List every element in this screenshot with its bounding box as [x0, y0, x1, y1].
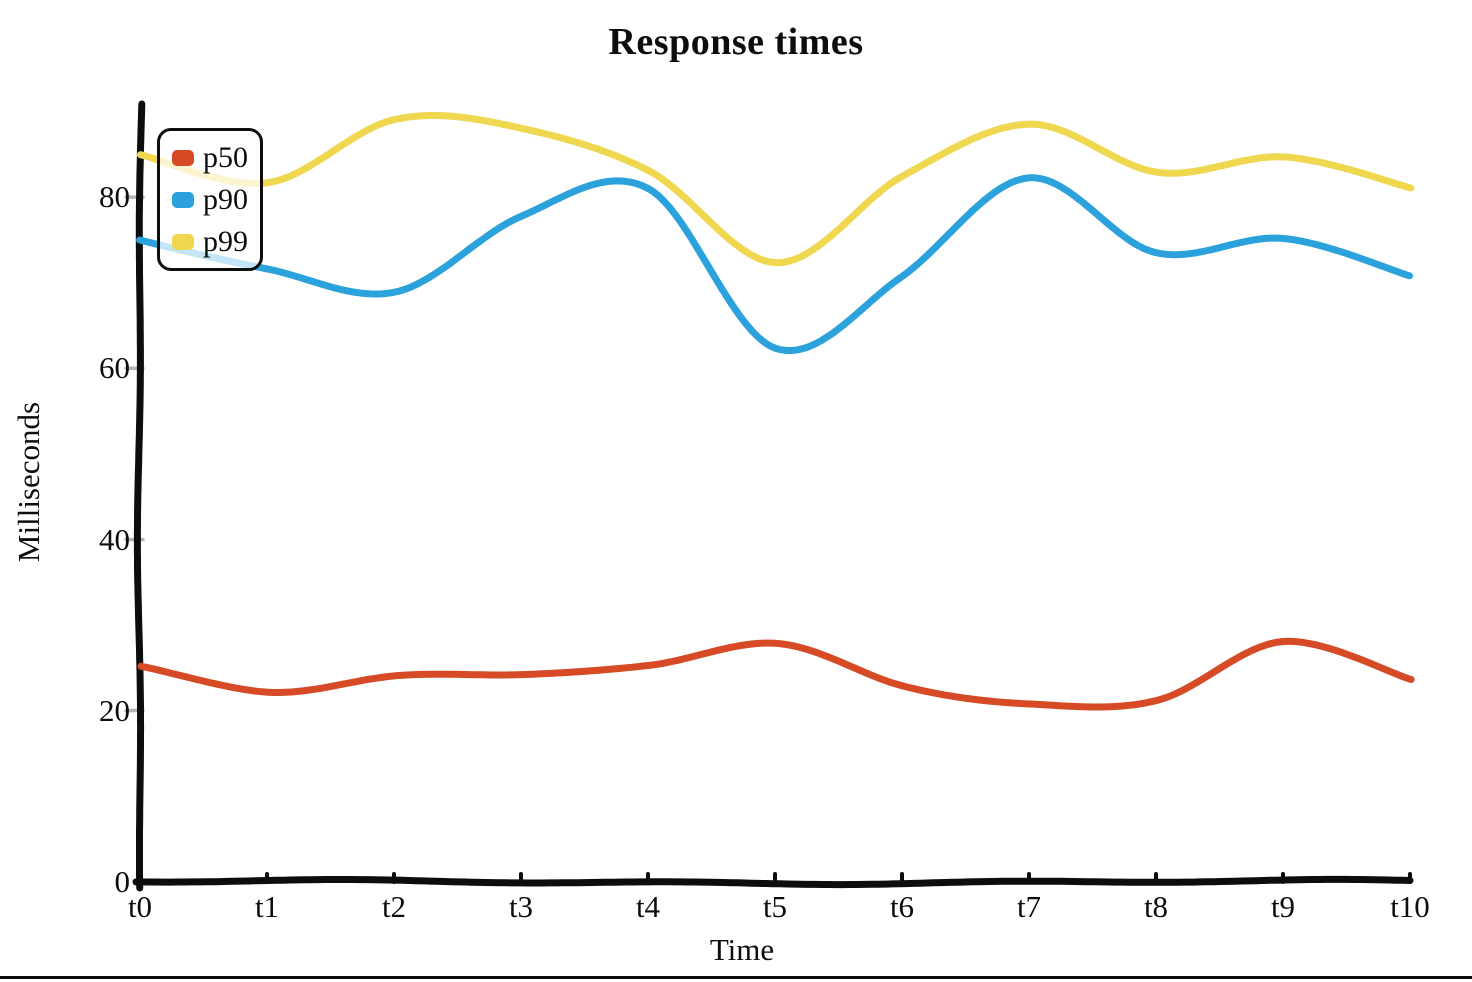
- legend: p50 p90 p99: [157, 128, 263, 271]
- legend-item-p99: p99: [172, 223, 248, 260]
- y-tick-label: 80: [99, 179, 130, 214]
- x-tick-label: t6: [889, 889, 915, 924]
- y-axis-line: [133, 100, 146, 892]
- x-tick-label: t10: [1390, 889, 1430, 924]
- x-axis-label: Time: [709, 932, 775, 967]
- legend-label: p99: [203, 224, 248, 258]
- legend-swatch-icon: [172, 191, 194, 208]
- x-tick-label: t0: [127, 889, 153, 924]
- y-tick-label: 40: [99, 521, 130, 557]
- legend-swatch-icon: [172, 149, 194, 166]
- legend-label: p50: [203, 140, 248, 174]
- x-tick-label: t4: [635, 889, 661, 924]
- x-tick-label: t2: [381, 889, 407, 924]
- series-line-p99[interactable]: [136, 112, 1415, 267]
- chart-title: Response times: [608, 21, 864, 63]
- x-axis-line: [132, 875, 1414, 889]
- legend-swatch-icon: [172, 233, 194, 250]
- y-tick-label: 0: [114, 864, 131, 899]
- legend-item-p90: p90: [172, 181, 248, 218]
- series-line-p90[interactable]: [136, 174, 1413, 354]
- legend-label: p90: [203, 182, 248, 216]
- x-tick-label: t8: [1143, 889, 1169, 924]
- y-tick-label: 60: [99, 350, 130, 386]
- x-tick-label: t1: [254, 889, 280, 924]
- x-tick-label: t3: [508, 889, 534, 924]
- series-line-p50[interactable]: [137, 637, 1415, 711]
- x-tick-label: t9: [1270, 889, 1296, 924]
- y-tick-label: 20: [99, 692, 130, 728]
- legend-item-p50: p50: [172, 139, 248, 176]
- bottom-divider: [0, 976, 1472, 979]
- x-tick-label: t5: [762, 889, 788, 924]
- x-tick-label: t7: [1016, 889, 1042, 924]
